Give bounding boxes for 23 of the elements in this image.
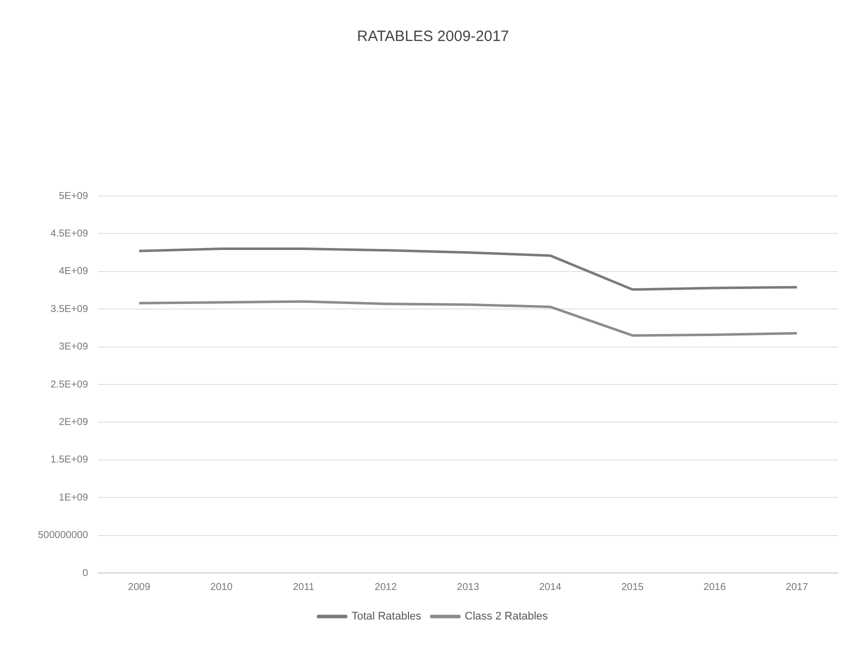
y-tick-label: 4.5E+09 [50,228,88,240]
y-tick-label: 1E+09 [58,492,88,504]
x-tick-label: 2012 [374,582,398,593]
y-tick-label: 3.5E+09 [50,304,88,315]
legend-label: Total Ratables [352,610,422,623]
x-tick-label: 2010 [210,582,233,593]
y-tick-label: 2E+09 [58,416,88,428]
x-tick-label: 2011 [292,582,315,593]
x-tick-label: 2015 [621,582,644,593]
y-tick-label: 500000000 [38,530,88,542]
x-tick-label: 2013 [456,582,480,593]
y-tick-label: 1.5E+09 [50,454,88,466]
y-tick-label: 3E+09 [58,342,88,353]
y-tick-label: 0 [82,568,88,579]
chart-title: RATABLES 2009-2017 [356,28,510,46]
x-tick-label: 2009 [128,582,151,593]
x-tick-label: 2014 [539,582,562,593]
y-tick-label: 4E+09 [58,266,88,278]
x-tick-label: 2016 [704,582,726,593]
y-tick-label: 2.5E+09 [50,379,88,390]
x-tick-label: 2017 [786,582,808,593]
y-tick-label: 5E+09 [58,190,88,202]
legend-label: Class 2 Ratables [464,610,548,623]
